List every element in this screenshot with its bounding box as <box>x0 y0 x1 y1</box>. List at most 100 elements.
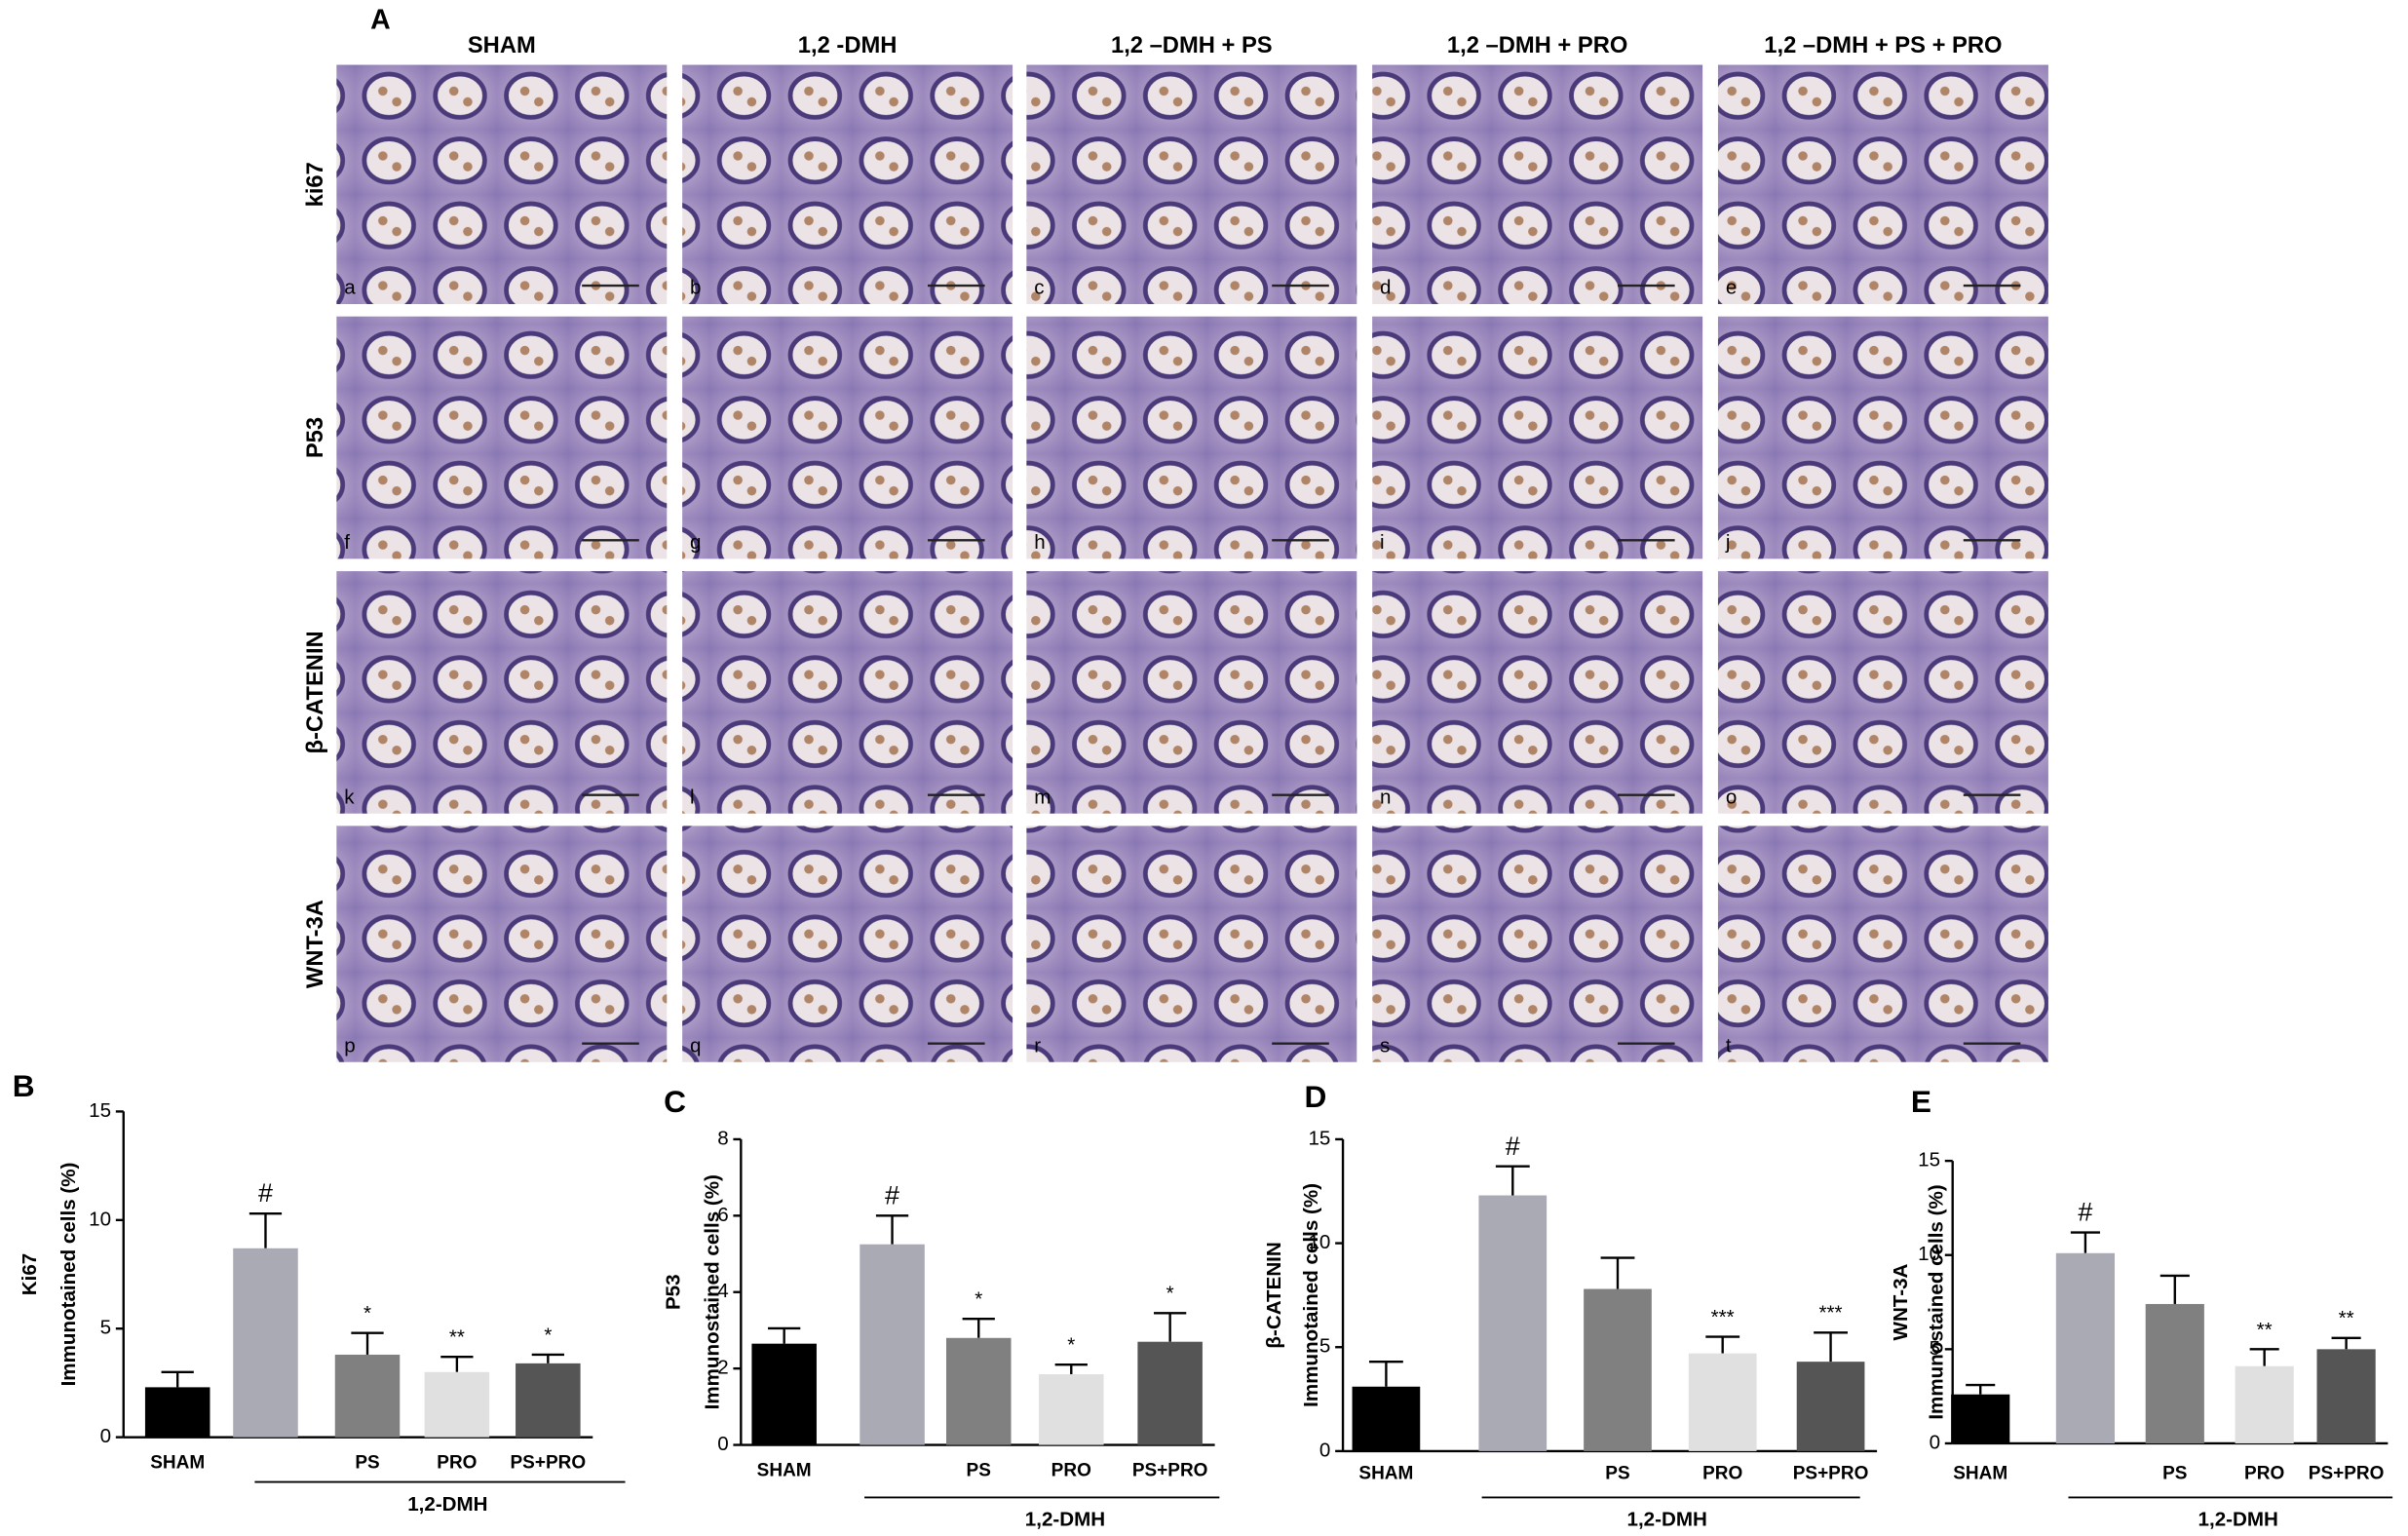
micrograph-grid: SHAM 1,2 -DMH 1,2 –DMH + PS 1,2 –DMH + PRO 1… <box>302 32 2048 1062</box>
y-tick-label: 15 <box>1308 1127 1330 1149</box>
micrograph <box>1372 64 1703 305</box>
micrograph-letter: i <box>1380 531 1385 554</box>
y-tick-label: 0 <box>100 1425 111 1447</box>
significance-label: ** <box>2257 1319 2273 1341</box>
y-axis-label: WNT-3A <box>1890 1263 1912 1340</box>
significance-label: # <box>258 1178 273 1208</box>
micrograph-letter: r <box>1034 1034 1041 1056</box>
micrograph-letter: s <box>1380 1034 1390 1056</box>
micrograph-letter: m <box>1034 786 1051 808</box>
column-header: 1,2 –DMH + PRO <box>1447 32 1627 58</box>
micrograph <box>1717 571 2048 814</box>
micrograph-letter: d <box>1380 277 1391 299</box>
y-tick-label: 4 <box>717 1280 728 1302</box>
y-tick-label: 15 <box>89 1099 111 1122</box>
y-tick-label: 10 <box>1918 1243 1940 1265</box>
y-tick-label: 10 <box>89 1208 111 1230</box>
micrograph-letter: c <box>1034 277 1044 299</box>
y-tick-label: 0 <box>1319 1439 1330 1461</box>
significance-label: * <box>363 1302 371 1325</box>
bar <box>424 1371 490 1438</box>
micrograph <box>682 571 1013 814</box>
bar <box>1951 1394 2010 1443</box>
bar <box>1039 1374 1104 1445</box>
significance-label: # <box>885 1180 899 1210</box>
bar <box>945 1337 1012 1445</box>
micrograph <box>336 571 668 814</box>
x-tick-label: SHAM <box>1953 1464 2007 1484</box>
micrograph-letter: f <box>344 531 350 554</box>
y-axis-label: P53 <box>663 1274 685 1310</box>
x-tick-label: SHAM <box>150 1453 205 1474</box>
x-tick-label: SHAM <box>757 1460 812 1480</box>
significance-label: # <box>1506 1132 1520 1161</box>
x-tick-label: PRO <box>1051 1460 1091 1480</box>
micrograph <box>682 64 1013 305</box>
panel-label: E <box>1911 1084 1931 1119</box>
x-tick-label: PS+PRO <box>1132 1460 1208 1480</box>
micrograph <box>1372 571 1703 814</box>
bar <box>2235 1365 2294 1443</box>
panel-label: C <box>664 1084 686 1119</box>
y-tick-label: 5 <box>100 1317 111 1339</box>
y-tick-label: 6 <box>717 1204 728 1226</box>
bar <box>751 1343 817 1445</box>
micrograph-letter: k <box>344 786 355 808</box>
micrograph-letter: b <box>690 277 701 299</box>
bar <box>860 1244 925 1445</box>
micrograph <box>1372 826 1703 1062</box>
x-tick-label: PRO <box>2244 1464 2284 1484</box>
micrograph-letter: p <box>344 1034 355 1056</box>
row-label: WNT-3A <box>302 900 328 988</box>
micrograph <box>682 826 1013 1062</box>
bar <box>2055 1252 2116 1443</box>
bar <box>1584 1288 1652 1451</box>
x-tick-label: PS <box>2162 1464 2187 1484</box>
micrograph <box>682 316 1013 559</box>
significance-label: * <box>1166 1283 1174 1305</box>
panel-label: D <box>1304 1079 1326 1114</box>
column-header: SHAM <box>468 32 536 58</box>
row-label: ki67 <box>302 162 328 207</box>
micrograph-letter: q <box>690 1034 701 1056</box>
micrograph-letter: g <box>690 531 701 554</box>
significance-label: * <box>544 1324 552 1346</box>
panel-label: A <box>370 5 391 36</box>
micrograph-letter: e <box>1726 277 1737 299</box>
bar <box>516 1363 581 1438</box>
bar <box>1137 1341 1203 1445</box>
group-label: 1,2-DMH <box>2198 1509 2278 1531</box>
bar <box>1478 1195 1548 1451</box>
bar <box>1352 1386 1421 1451</box>
bar <box>1796 1362 1865 1451</box>
micrograph <box>1026 826 1357 1062</box>
x-tick-label: PS <box>1605 1464 1629 1484</box>
micrograph <box>336 316 668 559</box>
significance-label: ** <box>2339 1307 2354 1329</box>
micrograph <box>1026 571 1357 814</box>
y-axis-label: β-CATENIN <box>1263 1242 1285 1348</box>
x-tick-label: PRO <box>437 1453 477 1474</box>
micrograph-letter: n <box>1380 786 1391 808</box>
y-tick-label: 15 <box>1918 1149 1940 1171</box>
column-header: 1,2 –DMH + PS + PRO <box>1764 32 2002 58</box>
significance-label: * <box>1067 1334 1075 1357</box>
micrograph <box>1026 316 1357 559</box>
significance-label: * <box>975 1288 982 1311</box>
group-label: 1,2-DMH <box>1627 1509 1707 1531</box>
micrograph <box>1717 64 2048 305</box>
y-tick-label: 2 <box>717 1357 728 1379</box>
micrograph <box>1026 64 1357 305</box>
micrograph <box>1717 316 2048 559</box>
y-tick-label: 8 <box>717 1127 728 1149</box>
y-axis-label: Ki67 <box>19 1253 41 1295</box>
significance-label: *** <box>1711 1306 1735 1328</box>
x-tick-label: PS+PRO <box>511 1453 587 1474</box>
group-label: 1,2-DMH <box>1025 1509 1105 1531</box>
significance-label: *** <box>1819 1302 1843 1325</box>
y-axis-label: Immunotained cells (%) <box>57 1163 80 1387</box>
x-tick-label: PS <box>967 1460 991 1480</box>
significance-label: # <box>2078 1198 2092 1227</box>
row-label: P53 <box>302 417 328 458</box>
